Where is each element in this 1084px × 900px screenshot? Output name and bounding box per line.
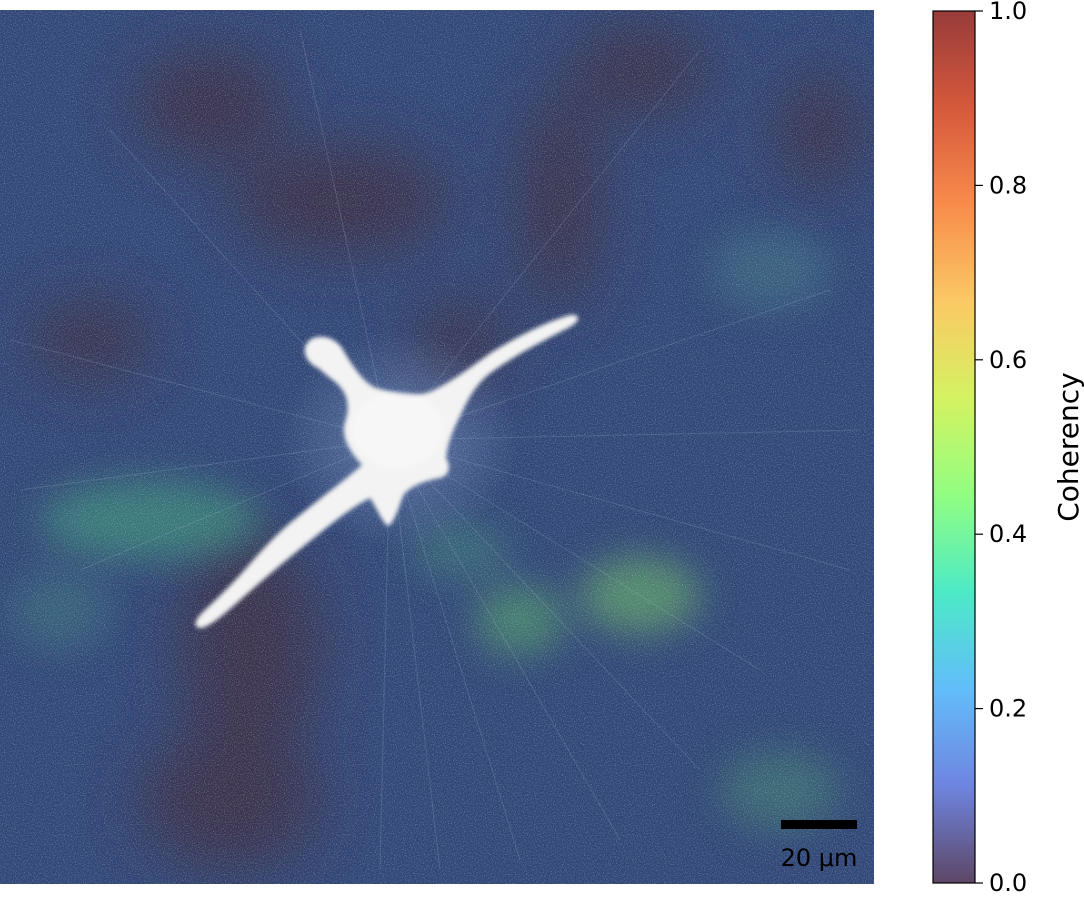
colorbar-tick-label: 1.0 [989, 0, 1027, 25]
colorbar-tick-label: 0.8 [989, 171, 1027, 199]
colorbar-tick-label: 0.6 [989, 346, 1027, 374]
scale-bar-label: 20 μm [781, 844, 858, 872]
micrograph-image: 20 μm [0, 10, 874, 884]
colorbar-tick-label: 0.2 [989, 695, 1027, 723]
colorbar-gradient [933, 11, 975, 883]
colorbar: 0.0 0.2 0.4 0.6 0.8 1.0 Coherency [932, 0, 1084, 897]
colorbar-tick-label: 0.0 [989, 869, 1027, 897]
colorbar-label: Coherency [1052, 372, 1084, 522]
scale-bar [781, 820, 857, 829]
colorbar-tick-label: 0.4 [989, 520, 1027, 548]
